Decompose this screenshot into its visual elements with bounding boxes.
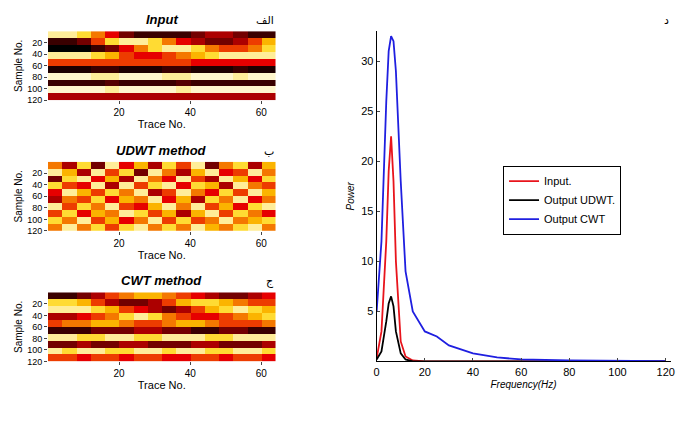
svg-text:Sample No.: Sample No. xyxy=(13,301,24,353)
svg-text:ج: ج xyxy=(266,275,274,288)
svg-text:Input: Input xyxy=(146,12,178,27)
svg-text:Trace No.: Trace No. xyxy=(138,118,186,130)
svg-text:الف: الف xyxy=(256,14,274,27)
svg-text:5: 5 xyxy=(367,305,373,317)
svg-text:100: 100 xyxy=(27,84,42,94)
svg-text:80: 80 xyxy=(32,334,42,344)
svg-text:Sample No.: Sample No. xyxy=(13,40,24,92)
svg-text:Frequency(Hz): Frequency(Hz) xyxy=(491,379,557,390)
svg-text:100: 100 xyxy=(608,366,626,378)
svg-text:UDWT method: UDWT method xyxy=(116,143,207,158)
svg-text:40: 40 xyxy=(185,368,197,379)
svg-text:80: 80 xyxy=(32,203,42,213)
svg-text:20: 20 xyxy=(32,168,42,178)
svg-text:30: 30 xyxy=(361,55,373,67)
svg-text:Trace No.: Trace No. xyxy=(138,379,186,391)
svg-text:20: 20 xyxy=(32,38,42,48)
svg-text:60: 60 xyxy=(32,191,42,201)
svg-text:40: 40 xyxy=(185,238,197,249)
svg-text:20: 20 xyxy=(361,155,373,167)
svg-text:Input.: Input. xyxy=(544,175,572,187)
svg-text:40: 40 xyxy=(32,311,42,321)
svg-text:CWT method: CWT method xyxy=(121,273,202,288)
svg-text:40: 40 xyxy=(32,49,42,59)
svg-text:د: د xyxy=(664,14,669,27)
svg-text:120: 120 xyxy=(657,366,675,378)
svg-text:40: 40 xyxy=(467,366,479,378)
svg-text:20: 20 xyxy=(114,107,126,118)
svg-text:Output CWT: Output CWT xyxy=(544,213,605,225)
svg-text:20: 20 xyxy=(114,368,126,379)
svg-text:Sample No.: Sample No. xyxy=(13,170,24,222)
svg-text:60: 60 xyxy=(256,107,268,118)
svg-text:80: 80 xyxy=(32,72,42,82)
svg-text:0: 0 xyxy=(374,366,380,378)
svg-text:120: 120 xyxy=(27,226,42,236)
svg-text:60: 60 xyxy=(32,61,42,71)
svg-text:100: 100 xyxy=(27,345,42,355)
svg-text:20: 20 xyxy=(419,366,431,378)
svg-text:20: 20 xyxy=(32,299,42,309)
svg-text:80: 80 xyxy=(563,366,575,378)
svg-text:Power: Power xyxy=(345,181,356,210)
svg-text:15: 15 xyxy=(361,205,373,217)
svg-text:120: 120 xyxy=(27,357,42,367)
svg-text:60: 60 xyxy=(256,368,268,379)
svg-text:60: 60 xyxy=(515,366,527,378)
svg-text:120: 120 xyxy=(27,95,42,105)
svg-text:40: 40 xyxy=(32,180,42,190)
svg-text:40: 40 xyxy=(185,107,197,118)
svg-text:Trace No.: Trace No. xyxy=(138,249,186,261)
svg-text:10: 10 xyxy=(361,255,373,267)
svg-text:20: 20 xyxy=(114,238,126,249)
svg-text:100: 100 xyxy=(27,215,42,225)
svg-text:Output UDWT.: Output UDWT. xyxy=(544,194,615,206)
svg-text:60: 60 xyxy=(256,238,268,249)
svg-text:ب: ب xyxy=(264,145,274,158)
svg-text:60: 60 xyxy=(32,322,42,332)
svg-text:25: 25 xyxy=(361,105,373,117)
